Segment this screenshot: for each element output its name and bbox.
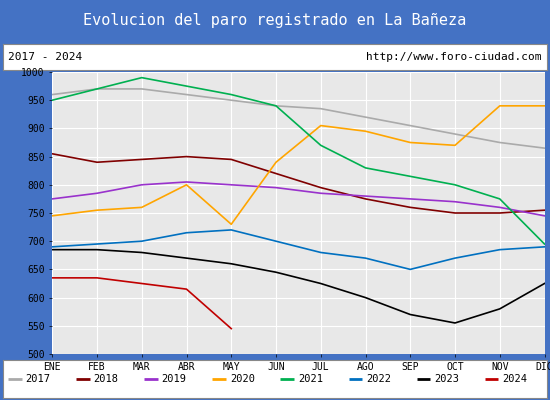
Text: 2017: 2017 [26,374,51,384]
Text: 2017 - 2024: 2017 - 2024 [8,52,82,62]
Text: 2024: 2024 [502,374,527,384]
Text: 2018: 2018 [94,374,119,384]
Text: 2023: 2023 [434,374,459,384]
Text: 2022: 2022 [366,374,391,384]
Text: http://www.foro-ciudad.com: http://www.foro-ciudad.com [366,52,542,62]
Text: 2020: 2020 [230,374,255,384]
Text: Evolucion del paro registrado en La Bañeza: Evolucion del paro registrado en La Bañe… [84,14,466,28]
Text: 2021: 2021 [298,374,323,384]
Text: 2019: 2019 [162,374,187,384]
